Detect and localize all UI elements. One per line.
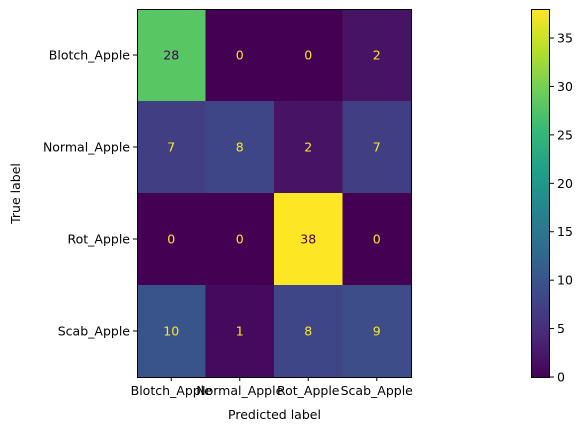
y-tick-label: Rot_Apple xyxy=(67,232,130,247)
heatmap-cell xyxy=(274,193,343,286)
heatmap-cell xyxy=(137,285,206,378)
cell-value-label: 0 xyxy=(167,232,175,247)
heatmap-cell xyxy=(274,285,343,378)
colorbar-tick-label: 10 xyxy=(557,273,573,288)
heatmap-cell xyxy=(342,285,412,378)
cell-value-label: 0 xyxy=(236,232,244,247)
colorbar-tick-label: 30 xyxy=(557,79,573,94)
colorbar-ticks: 0 5 10 15 20 25 30 35 xyxy=(550,31,573,385)
heatmap-cell xyxy=(274,9,343,102)
heatmap-cell xyxy=(342,9,412,102)
cell-value-label: 8 xyxy=(304,324,312,339)
colorbar-tick-label: 5 xyxy=(557,321,565,336)
x-axis-label: Predicted label xyxy=(228,407,321,422)
cell-value-label: 10 xyxy=(163,324,179,339)
colorbar-tick-label: 15 xyxy=(557,224,573,239)
heatmap-cell xyxy=(137,9,206,102)
colorbar-tick-label: 0 xyxy=(557,370,565,385)
x-tick-label: Rot_Apple xyxy=(277,383,340,398)
heatmap-cell xyxy=(274,101,343,194)
cell-value-label: 7 xyxy=(167,140,175,155)
colorbar-tick-label: 20 xyxy=(557,176,573,191)
cell-value-label: 2 xyxy=(304,140,312,155)
heatmap-cell xyxy=(205,101,275,194)
cell-value-label: 0 xyxy=(373,232,381,247)
cell-value-label: 38 xyxy=(300,232,316,247)
heatmap-cell xyxy=(342,101,412,194)
cell-value-label: 8 xyxy=(236,140,244,155)
colorbar-tick-label: 35 xyxy=(557,31,573,46)
cell-value-label: 7 xyxy=(373,140,381,155)
cell-value-label: 1 xyxy=(236,324,244,339)
y-axis-ticks: Blotch_Apple Normal_Apple Rot_Apple Scab_Ap… xyxy=(43,48,137,339)
heatmap-cell xyxy=(342,193,412,286)
y-axis-label: True label xyxy=(8,163,23,225)
y-tick-label: Normal_Apple xyxy=(43,140,130,155)
heatmap-cells xyxy=(137,9,412,378)
y-tick-label: Blotch_Apple xyxy=(49,48,131,63)
cell-value-label: 28 xyxy=(163,48,179,63)
cell-value-label: 0 xyxy=(304,48,312,63)
cell-value-label: 0 xyxy=(236,48,244,63)
colorbar-tick-label: 25 xyxy=(557,127,573,142)
x-tick-label: Normal_Apple xyxy=(196,383,283,398)
heatmap-cell xyxy=(137,193,206,286)
cell-value-label: 9 xyxy=(373,324,381,339)
cell-value-label: 2 xyxy=(373,48,381,63)
y-tick-label: Scab_Apple xyxy=(58,324,131,339)
x-tick-label: Scab_Apple xyxy=(341,383,414,398)
heatmap-cell xyxy=(137,101,206,194)
heatmap-cell xyxy=(205,285,275,378)
heatmap-cell xyxy=(205,9,275,102)
plot-frame xyxy=(137,9,412,378)
cell-value-labels: 28 0 0 2 7 8 2 7 0 0 38 0 10 1 8 9 xyxy=(163,48,380,339)
colorbar xyxy=(531,9,550,378)
x-tick-label: Blotch_Apple xyxy=(131,383,213,398)
heatmap-cell xyxy=(205,193,275,286)
